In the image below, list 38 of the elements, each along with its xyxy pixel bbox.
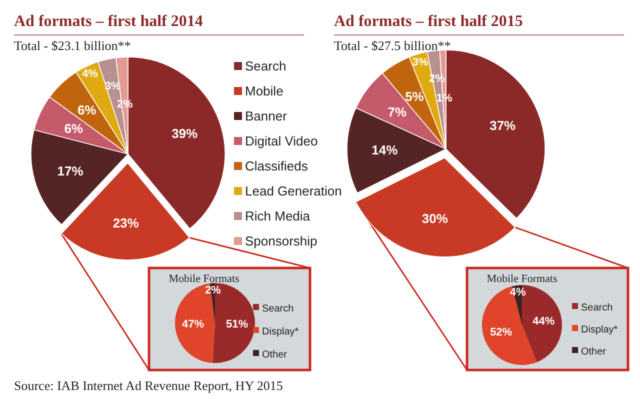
legend-label: Search	[581, 302, 613, 314]
legend-label: Sponsorship	[245, 234, 318, 249]
legend-label: Other	[262, 350, 288, 360]
data-label: 47%	[182, 318, 204, 331]
legend-label: Display*	[581, 324, 618, 336]
data-label: 4%	[82, 68, 98, 80]
data-label: 23%	[112, 216, 140, 231]
data-label: 14%	[372, 142, 398, 158]
legend-label: Other	[581, 346, 607, 358]
chart-title: Ad formats – first half 2015	[334, 13, 523, 30]
data-label: 44%	[532, 316, 555, 328]
chart-title: Mobile Formats	[168, 273, 240, 285]
legend-label: Display*	[262, 326, 299, 338]
data-label: 52%	[490, 326, 512, 339]
data-label: 3%	[412, 56, 429, 68]
data-label: 7%	[388, 104, 407, 120]
data-label: 37%	[490, 118, 516, 133]
legend-label: Search	[262, 304, 294, 314]
legend-label: Rich Media	[245, 208, 311, 224]
legend-label: Banner	[245, 108, 288, 124]
data-label: 6%	[77, 102, 97, 118]
data-label: 6%	[64, 120, 84, 136]
data-label: 17%	[57, 163, 84, 178]
data-label: 30%	[422, 211, 448, 226]
chart-title: Ad formats – first half 2014	[14, 13, 203, 30]
legend-label: Lead Generation	[245, 184, 342, 199]
legend-label: Classifieds	[245, 158, 308, 174]
data-label: 51%	[226, 318, 248, 331]
legend-label: Mobile	[245, 84, 284, 99]
legend-label: Digital Video	[245, 134, 318, 149]
chart-subtitle: Total - $23.1 billion**	[14, 38, 131, 53]
chart-title: Mobile Formats	[486, 273, 558, 285]
source-note: Source: IAB Internet Ad Revenue Report, HY 2015	[14, 378, 283, 393]
data-label: 2%	[204, 284, 222, 296]
legend-label: Search	[245, 58, 286, 74]
data-label: 39%	[172, 126, 198, 142]
data-label: 5%	[405, 88, 424, 104]
chart-subtitle: Total - $27.5 billion**	[334, 38, 451, 53]
